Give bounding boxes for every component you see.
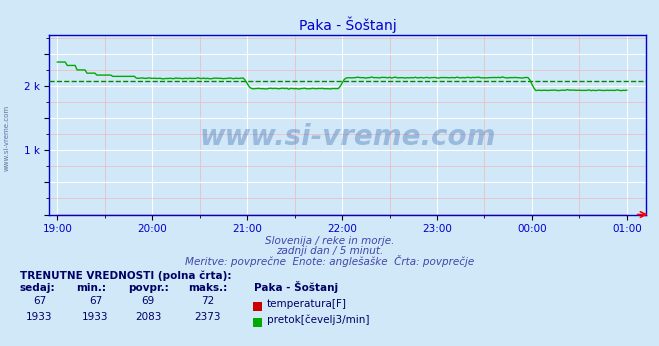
Text: povpr.:: povpr.: bbox=[129, 283, 169, 293]
Text: 2373: 2373 bbox=[194, 312, 221, 322]
Text: 72: 72 bbox=[201, 297, 214, 307]
Text: www.si-vreme.com: www.si-vreme.com bbox=[3, 105, 10, 172]
Text: 1933: 1933 bbox=[82, 312, 109, 322]
Text: 1933: 1933 bbox=[26, 312, 53, 322]
Text: zadnji dan / 5 minut.: zadnji dan / 5 minut. bbox=[276, 246, 383, 256]
Text: sedaj:: sedaj: bbox=[20, 283, 55, 293]
Text: temperatura[F]: temperatura[F] bbox=[267, 299, 347, 309]
Text: min.:: min.: bbox=[76, 283, 106, 293]
Title: Paka - Šoštanj: Paka - Šoštanj bbox=[299, 17, 397, 34]
Text: 2083: 2083 bbox=[135, 312, 161, 322]
Text: www.si-vreme.com: www.si-vreme.com bbox=[200, 123, 496, 151]
Text: 67: 67 bbox=[33, 297, 46, 307]
Text: TRENUTNE VREDNOSTI (polna črta):: TRENUTNE VREDNOSTI (polna črta): bbox=[20, 270, 231, 281]
Text: Meritve: povprečne  Enote: anglešaške  Črta: povprečje: Meritve: povprečne Enote: anglešaške Črt… bbox=[185, 255, 474, 267]
Text: Slovenija / reke in morje.: Slovenija / reke in morje. bbox=[265, 236, 394, 246]
Text: 69: 69 bbox=[142, 297, 155, 307]
Text: Paka - Šoštanj: Paka - Šoštanj bbox=[254, 281, 338, 293]
Text: maks.:: maks.: bbox=[188, 283, 227, 293]
Text: pretok[čevelj3/min]: pretok[čevelj3/min] bbox=[267, 314, 370, 325]
Text: 67: 67 bbox=[89, 297, 102, 307]
